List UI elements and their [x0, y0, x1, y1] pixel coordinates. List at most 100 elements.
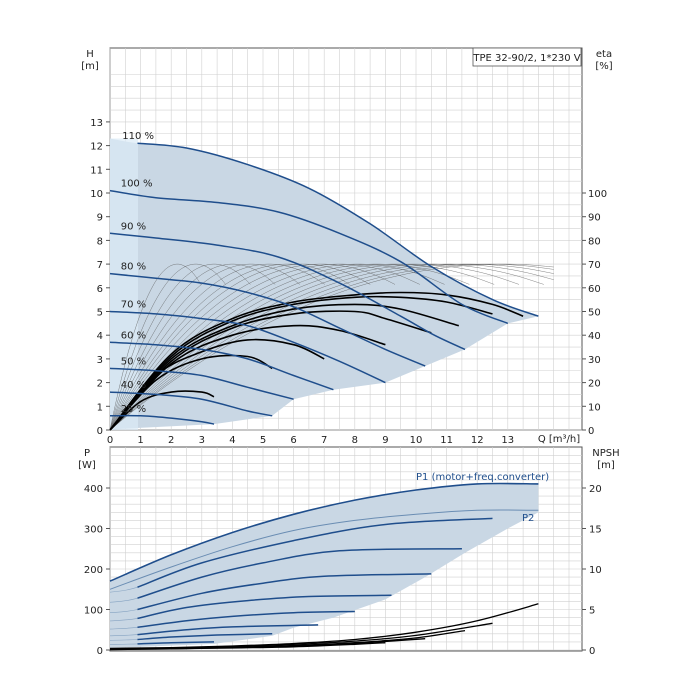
eta-axis-unit: [%]	[595, 61, 612, 72]
eta-tick-label: 30	[588, 355, 601, 366]
q-label-bg	[537, 431, 581, 444]
head-tick-label: 11	[90, 165, 103, 176]
head-axis-unit: [m]	[81, 61, 99, 72]
flow-tick-label: 12	[471, 435, 484, 446]
head-tick-label: 1	[97, 402, 103, 413]
power-curve	[137, 548, 462, 599]
flow-axis-label: Q [m³/h]	[538, 434, 580, 445]
eta-tick-label: 80	[588, 236, 601, 247]
flow-tick-label: 4	[229, 435, 235, 446]
head-axis-label: H	[86, 49, 94, 60]
efficiency-thin-curve	[109, 263, 520, 431]
npsh-curves	[109, 603, 539, 651]
speed-curve-label: 110 %	[122, 131, 154, 142]
eta-tick-label: 70	[588, 260, 601, 271]
head-tick-label: 8	[97, 236, 103, 247]
head-panel: 110 % 100 % 90 % 80 % 70 % 60 % 50 % 40 % 25 % 0…	[81, 47, 613, 446]
power-tick-label: 200	[84, 565, 103, 576]
flow-tick-label: 10	[410, 435, 423, 446]
power-curve	[137, 517, 493, 588]
head-tick-label: 6	[97, 284, 103, 295]
efficiency-thin-curve	[109, 263, 396, 431]
power-curves	[109, 482, 539, 645]
npsh-curve	[109, 642, 386, 651]
p1-curve	[109, 482, 539, 582]
p2-curve	[109, 509, 539, 590]
chart-title: TPE 32-90/2, 1*230 V	[472, 53, 580, 64]
speed-curve-label: 25 %	[121, 404, 146, 415]
power-curve	[137, 594, 392, 620]
flow-tick-label: 9	[382, 435, 388, 446]
power-panel: 0 100 200 300 400 0 5 10 15 20 P [W] NPSH [m] P1 …	[78, 446, 620, 657]
power-curve	[137, 633, 273, 641]
efficiency-curve	[109, 338, 325, 431]
power-curve	[137, 624, 319, 636]
npsh-tick-label: 0	[589, 646, 595, 657]
speed-curve-label: 70 %	[121, 300, 146, 311]
eta-axis-label: eta	[596, 49, 612, 60]
title-box	[472, 47, 582, 67]
head-tick-label: 4	[97, 331, 103, 342]
npsh-axis-unit: [m]	[597, 460, 615, 471]
efficiency-thin-curve	[109, 263, 554, 431]
power-tick-label: 300	[84, 525, 103, 536]
speed-curve	[109, 189, 509, 325]
speed-curve	[109, 310, 386, 384]
head-tick-label: 5	[97, 308, 103, 319]
speed-curves	[109, 142, 539, 425]
flow-tick-label: 8	[352, 435, 358, 446]
efficiency-thin-curves	[109, 138, 554, 431]
head-tick-label: 0	[97, 426, 103, 437]
efficiency-thin-curve	[109, 263, 301, 431]
head-tick-label: 7	[97, 260, 103, 271]
p2-label: P2	[522, 513, 534, 524]
speed-curve	[109, 232, 466, 351]
flow-tick-label: 5	[260, 435, 266, 446]
power-curve	[137, 573, 432, 611]
flow-tick-label: 6	[290, 435, 296, 446]
speed-curve	[109, 272, 426, 367]
eta-tick-label: 10	[588, 402, 601, 413]
power-axis-ticks: 0 100 200 300 400 0 5 10 15 20	[84, 484, 602, 657]
flow-tick-label: 3	[199, 435, 205, 446]
efficiency-curve	[109, 390, 215, 431]
head-tick-label: 3	[97, 355, 103, 366]
speed-curve-label: 100 %	[121, 179, 153, 190]
efficiency-thin-curve	[109, 263, 350, 431]
p1-label: P1 (motor+freq.converter)	[416, 472, 549, 483]
flow-tick-label: 1	[137, 435, 143, 446]
speed-curve	[109, 391, 273, 417]
efficiency-curve	[109, 291, 524, 431]
efficiency-curve	[109, 295, 493, 431]
npsh-tick-label: 20	[589, 484, 602, 495]
power-tick-label: 0	[97, 646, 103, 657]
speed-curve-labels: 110 % 100 % 90 % 80 % 70 % 60 % 50 % 40 % 25 %	[121, 131, 154, 415]
speed-curve-label: 60 %	[121, 330, 146, 341]
power-tick-label: 400	[84, 484, 103, 495]
efficiency-thin-curve	[109, 263, 251, 431]
head-tick-label: 9	[97, 213, 103, 224]
efficiency-curve	[109, 324, 386, 431]
head-tick-label: 12	[90, 142, 103, 153]
power-axis-label: P	[84, 448, 90, 459]
speed-curve-label: 80 %	[121, 262, 146, 273]
eta-tick-label: 90	[588, 213, 601, 224]
speed-curve	[109, 341, 334, 391]
speed-curve	[109, 367, 294, 400]
npsh-axis-label: NPSH	[592, 448, 619, 459]
flow-tick-label: 13	[501, 435, 514, 446]
efficiency-curve	[109, 354, 273, 431]
speed-curve-label: 50 %	[121, 356, 146, 367]
power-tick-label: 100	[84, 606, 103, 617]
efficiency-thin-curve	[109, 263, 325, 431]
efficiency-thin-curve	[109, 263, 226, 431]
flow-tick-label: 11	[440, 435, 453, 446]
efficiency-curve	[109, 310, 432, 431]
speed-curve-label: 90 %	[121, 221, 146, 232]
speed-curve-label: 40 %	[121, 380, 146, 391]
eta-tick-label: 20	[588, 379, 601, 390]
speed-curve	[109, 414, 215, 425]
head-tick-label: 2	[97, 379, 103, 390]
head-envelope-edge	[110, 138, 138, 431]
speed-curve	[137, 142, 539, 317]
